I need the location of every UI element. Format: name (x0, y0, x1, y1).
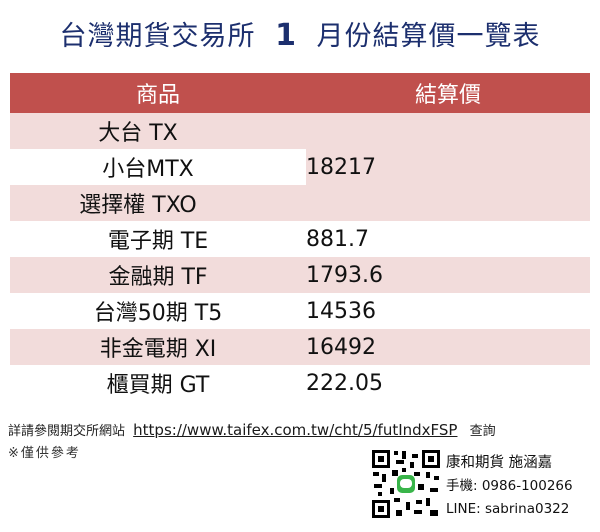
price-cell: 14536 (306, 293, 590, 329)
column-header-product: 商品 (10, 73, 306, 113)
table-row: 非金電期 XI 16492 (10, 329, 590, 365)
source-suffix: 查詢 (469, 424, 496, 439)
table-row: 金融期 TF 1793.6 (10, 257, 590, 293)
product-cell: 小台MTX (10, 149, 306, 185)
table-row: 台灣50期 T5 14536 (10, 293, 590, 329)
table-row: 選擇權 TXO (10, 185, 590, 221)
table-header-row: 商品 結算價 (10, 73, 590, 113)
contact-line: LINE: sabrina0322 (446, 501, 570, 517)
page-title: 台灣期貨交易所 1 月份結算價一覽表 (0, 14, 600, 53)
table-row: 大台 TX 18217 (10, 113, 590, 221)
table-row: 電子期 TE 881.7 (10, 221, 590, 257)
settlement-table: 商品 結算價 大台 TX 18217 小台MTX 選擇權 TXO 電子期 TE … (10, 73, 590, 401)
title-month: 1 (275, 18, 297, 53)
price-cell: 222.05 (306, 365, 590, 401)
product-cell: 電子期 TE (10, 221, 306, 257)
disclaimer: ※僅供參考 (8, 446, 81, 461)
contact-name: 康和期貨 施涵嘉 (446, 455, 553, 471)
contact-info: 康和期貨 施涵嘉 手機: 0986-100266 LINE: sabrina03… (446, 452, 573, 521)
product-cell: 金融期 TF (10, 257, 306, 293)
price-cell-merged: 18217 (306, 113, 590, 221)
product-cell: 台灣50期 T5 (10, 293, 306, 329)
title-suffix: 月份結算價一覽表 (316, 21, 541, 52)
product-mtx: 小台MTX (102, 157, 194, 182)
qr-code-icon[interactable] (370, 448, 442, 520)
price-cell: 881.7 (306, 221, 590, 257)
product-cell: 櫃買期 GT (10, 365, 306, 401)
source-prefix: 詳請參閱期交所網站 (8, 424, 126, 439)
table-row: 小台MTX (10, 149, 590, 185)
column-header-price: 結算價 (306, 73, 590, 113)
product-tx: 大台 TX (98, 121, 178, 146)
contact-phone: 手機: 0986-100266 (446, 478, 573, 494)
table-row: 櫃買期 GT 222.05 (10, 365, 590, 401)
product-cell: 大台 TX (10, 113, 306, 149)
product-cell: 選擇權 TXO (10, 185, 306, 221)
title-prefix: 台灣期貨交易所 (59, 21, 256, 52)
taifex-link[interactable]: https://www.taifex.com.tw/cht/5/futIndxF… (133, 421, 458, 439)
price-cell: 1793.6 (306, 257, 590, 293)
product-cell: 非金電期 XI (10, 329, 306, 365)
source-note: 詳請參閱期交所網站 https://www.taifex.com.tw/cht/… (8, 420, 496, 439)
product-txo: 選擇權 TXO (79, 193, 197, 218)
price-cell: 16492 (306, 329, 590, 365)
